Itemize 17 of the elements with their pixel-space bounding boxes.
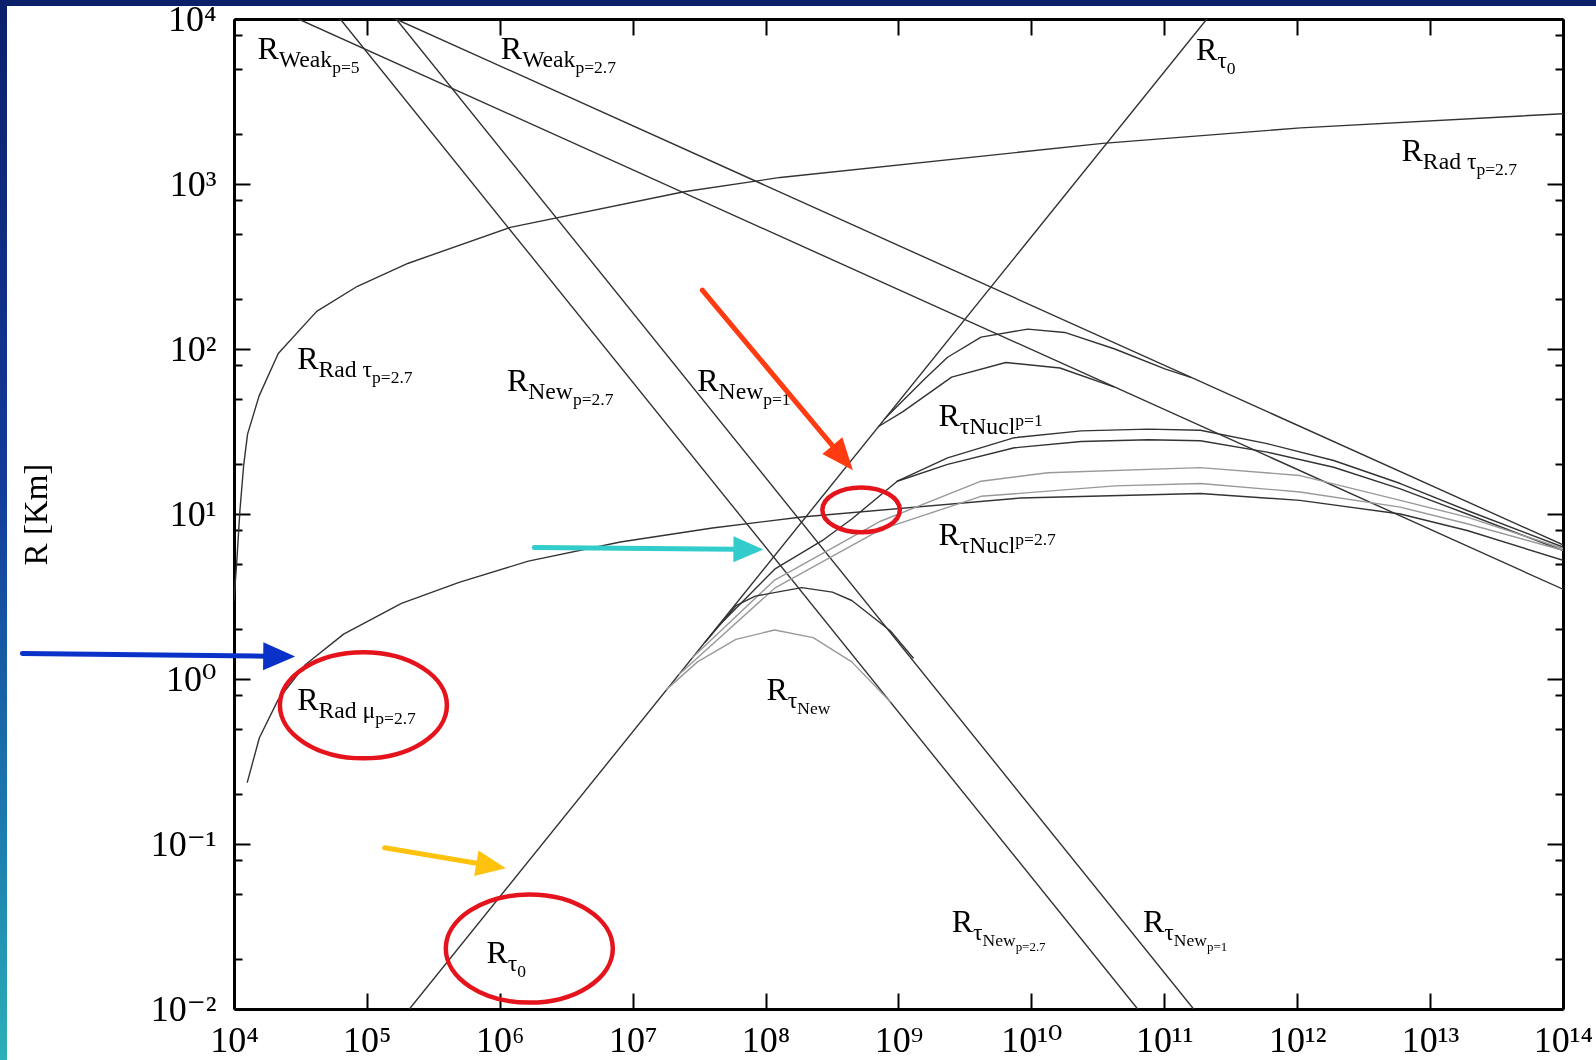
x-tick-label: 10¹³ — [1401, 1019, 1460, 1060]
x-tick-label: 10¹⁰ — [1001, 1019, 1063, 1060]
x-tick-label: 10⁸ — [741, 1019, 791, 1060]
x-tick-label: 10⁶ — [476, 1019, 525, 1060]
x-tick-label: 10⁹ — [874, 1019, 924, 1060]
x-tick-label: 10¹² — [1268, 1019, 1327, 1060]
x-tick-label: 10⁷ — [608, 1019, 658, 1060]
x-tick-label: 10¹¹ — [1136, 1019, 1194, 1060]
y-tick-label: 10² — [169, 328, 217, 369]
y-axis-title: R [Km] — [17, 463, 54, 566]
y-tick-label: 10³ — [169, 163, 217, 204]
x-tick-label: 10⁵ — [343, 1019, 392, 1060]
x-tick-label: 10¹⁴ — [1533, 1019, 1594, 1060]
y-tick-label: 10⁴ — [167, 0, 217, 39]
y-tick-label: 10⁻¹ — [150, 823, 217, 864]
y-tick-label: 10¹ — [169, 493, 217, 534]
y-tick-label: 10⁰ — [166, 658, 217, 699]
